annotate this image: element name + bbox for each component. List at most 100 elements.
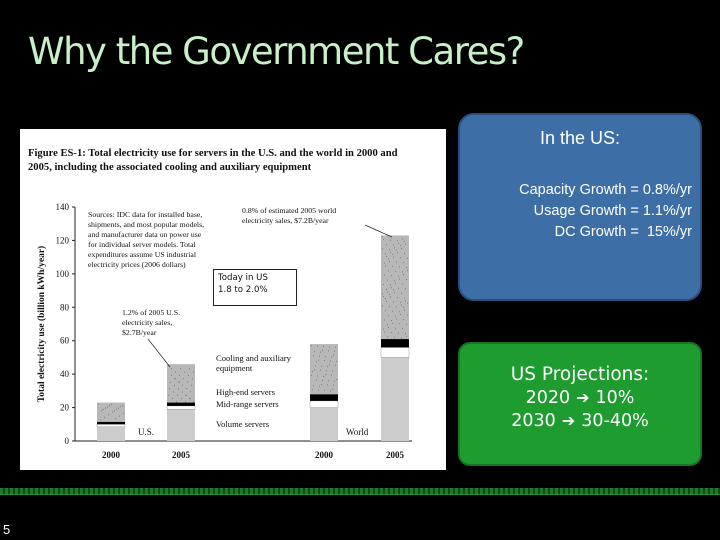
bar-texture-dot xyxy=(392,253,393,255)
y-tick-label: 120 xyxy=(56,235,70,245)
bar-texture-dot xyxy=(406,279,407,281)
slide-number: 5 xyxy=(3,522,11,537)
bar-texture-dot xyxy=(314,369,315,371)
bar-texture-dot xyxy=(186,394,187,396)
bar-texture-dot xyxy=(395,327,396,329)
capacity-growth: Capacity Growth = 0.8%/yr xyxy=(519,182,692,198)
bar-texture-dot xyxy=(114,410,115,412)
bar-texture-dot xyxy=(319,355,320,357)
bar-texture-dot xyxy=(323,345,324,347)
bar-texture-dot xyxy=(401,337,402,339)
us-box-title: In the US: xyxy=(539,128,621,148)
us-growth-box: In the US: Capacity Growth = 0.8%/yr Usa… xyxy=(458,113,702,301)
bar-texture-dot xyxy=(330,390,331,392)
bar-texture-dot xyxy=(116,408,117,410)
x-tick-label: 2005 xyxy=(386,450,405,460)
bar-texture-dot xyxy=(122,405,123,407)
bar-texture-dot xyxy=(190,398,191,400)
projection-year: 2030 xyxy=(511,411,556,431)
bar-texture-dot xyxy=(384,262,385,264)
bar-texture-dot xyxy=(392,265,393,267)
bar-texture-dot xyxy=(115,418,116,420)
bar-texture-dot xyxy=(335,346,336,348)
bar-texture-dot xyxy=(390,284,391,286)
bar-texture-dot xyxy=(185,394,186,396)
bar-texture-dot xyxy=(382,236,383,238)
callout-today-us: Today in US 1.8 to 2.0% xyxy=(213,269,297,306)
callout-line: 1.8 to 2.0% xyxy=(218,285,268,295)
bar-texture-dot xyxy=(312,389,313,391)
bar-segment xyxy=(310,344,338,395)
bar-texture-dot xyxy=(178,388,179,390)
bar-texture-dot xyxy=(382,293,383,295)
bar-segment xyxy=(380,347,410,358)
projection-value: 30-40% xyxy=(581,411,649,431)
bar-texture-dot xyxy=(383,328,384,330)
bar-texture-dot xyxy=(402,271,403,273)
bar-texture-dot xyxy=(407,257,408,259)
bar-texture-dot xyxy=(107,406,108,408)
bar-texture-dot xyxy=(332,370,333,372)
sources-line: Sources: IDC data for installed base, xyxy=(88,210,202,219)
bar-texture-dot xyxy=(407,314,408,316)
bar-texture-dot xyxy=(399,266,400,268)
bar-texture-dot xyxy=(386,288,387,290)
bar-texture-dot xyxy=(382,305,383,307)
sources-line: shipments, and most popular models, xyxy=(88,220,204,229)
bar-texture-dot xyxy=(171,375,172,377)
right-arrow-icon: ➔ xyxy=(561,411,576,430)
bar-texture-dot xyxy=(101,410,102,412)
bar-texture-dot xyxy=(319,385,320,387)
bar-texture-dot xyxy=(400,314,401,316)
bar-texture-dot xyxy=(391,320,392,322)
legend-label: Cooling and auxiliary xyxy=(216,353,292,363)
bar-texture-dot xyxy=(313,385,314,387)
bar-texture-dot xyxy=(111,403,112,405)
y-axis-label: Total electricity use (billion kWh/year) xyxy=(36,246,47,402)
bar-texture-dot xyxy=(399,323,400,325)
bar-texture-dot xyxy=(398,287,399,289)
bar-texture-dot xyxy=(170,381,171,383)
bar-texture-dot xyxy=(312,371,313,373)
caption-line: Figure ES-1: Total electricity use for s… xyxy=(28,148,398,159)
bar-texture-dot xyxy=(388,327,389,329)
x-tick-label: 2005 xyxy=(172,450,191,460)
bar-texture-dot xyxy=(336,360,337,362)
bar-texture-dot xyxy=(404,297,405,299)
bar-texture-dot xyxy=(407,302,408,304)
bar-texture-dot xyxy=(393,256,394,258)
bar-texture-dot xyxy=(391,332,392,334)
bar-texture-dot xyxy=(104,416,105,418)
bar-texture-dot xyxy=(174,384,175,386)
bar-segment xyxy=(310,394,338,401)
bar-texture-dot xyxy=(384,319,385,321)
group-label-us: U.S. xyxy=(138,427,154,437)
bar-segment xyxy=(381,357,409,441)
bar-texture-dot xyxy=(403,318,404,320)
footer-divider xyxy=(0,488,720,494)
y-tick-label: 20 xyxy=(60,403,70,413)
us-box-lines: Capacity Growth = 0.8%/yr Usage Growth =… xyxy=(519,180,692,243)
bar-texture-dot xyxy=(321,365,322,367)
projections-title: US Projections: xyxy=(510,364,650,385)
usage-growth: Usage Growth = 1.1%/yr xyxy=(533,203,692,219)
bar-texture-dot xyxy=(404,309,405,311)
bar-texture-dot xyxy=(386,244,387,246)
bar-texture-dot xyxy=(406,323,407,325)
bar-texture-dot xyxy=(383,295,384,297)
bar-texture-dot xyxy=(385,310,386,312)
bar-texture-dot xyxy=(330,360,331,362)
bar-texture-dot xyxy=(403,262,404,264)
bar-texture-dot xyxy=(400,301,401,303)
bar-texture-dot xyxy=(396,261,397,263)
bar-texture-dot xyxy=(388,258,389,260)
bar-texture-dot xyxy=(327,384,328,386)
bar-texture-dot xyxy=(405,288,406,290)
bar-segment xyxy=(97,421,125,425)
bar-texture-dot xyxy=(329,346,330,348)
bar-texture-dot xyxy=(403,306,404,308)
bar-texture-dot xyxy=(179,374,180,376)
bar-segment xyxy=(97,402,125,422)
bar-texture-dot xyxy=(400,245,401,247)
bar-texture-dot xyxy=(192,378,193,380)
